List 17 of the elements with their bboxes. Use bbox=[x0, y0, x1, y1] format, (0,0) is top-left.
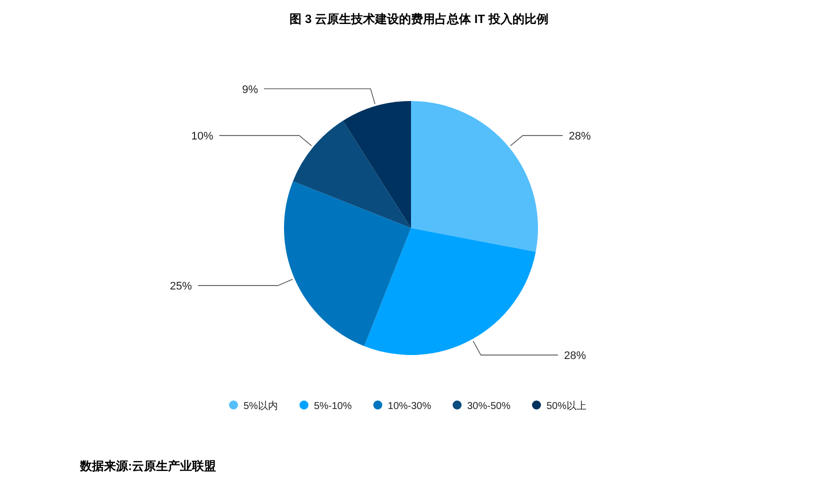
data-label: 9% bbox=[242, 84, 258, 96]
legend-label: 10%-30% bbox=[388, 401, 432, 412]
data-label: 25% bbox=[170, 280, 192, 293]
legend-label: 5%以内 bbox=[244, 400, 278, 412]
data-label: 10% bbox=[191, 130, 214, 143]
data-label: 28% bbox=[568, 130, 591, 143]
pie-slice bbox=[284, 181, 411, 346]
pie-slice bbox=[364, 228, 536, 355]
legend-label: 30%-50% bbox=[467, 401, 511, 412]
legend-label: 5%-10% bbox=[314, 401, 352, 412]
pie-slice bbox=[411, 101, 538, 252]
pie-slice bbox=[342, 101, 411, 228]
legend-label: 50%以上 bbox=[546, 400, 586, 412]
chart-title: 图 3 云原生技术建设的费用占总体 IT 投入的比例 bbox=[290, 12, 548, 26]
source-note: 数据来源:云原生产业联盟 bbox=[79, 459, 216, 473]
pie-slice bbox=[292, 120, 411, 228]
data-label: 28% bbox=[564, 350, 586, 362]
